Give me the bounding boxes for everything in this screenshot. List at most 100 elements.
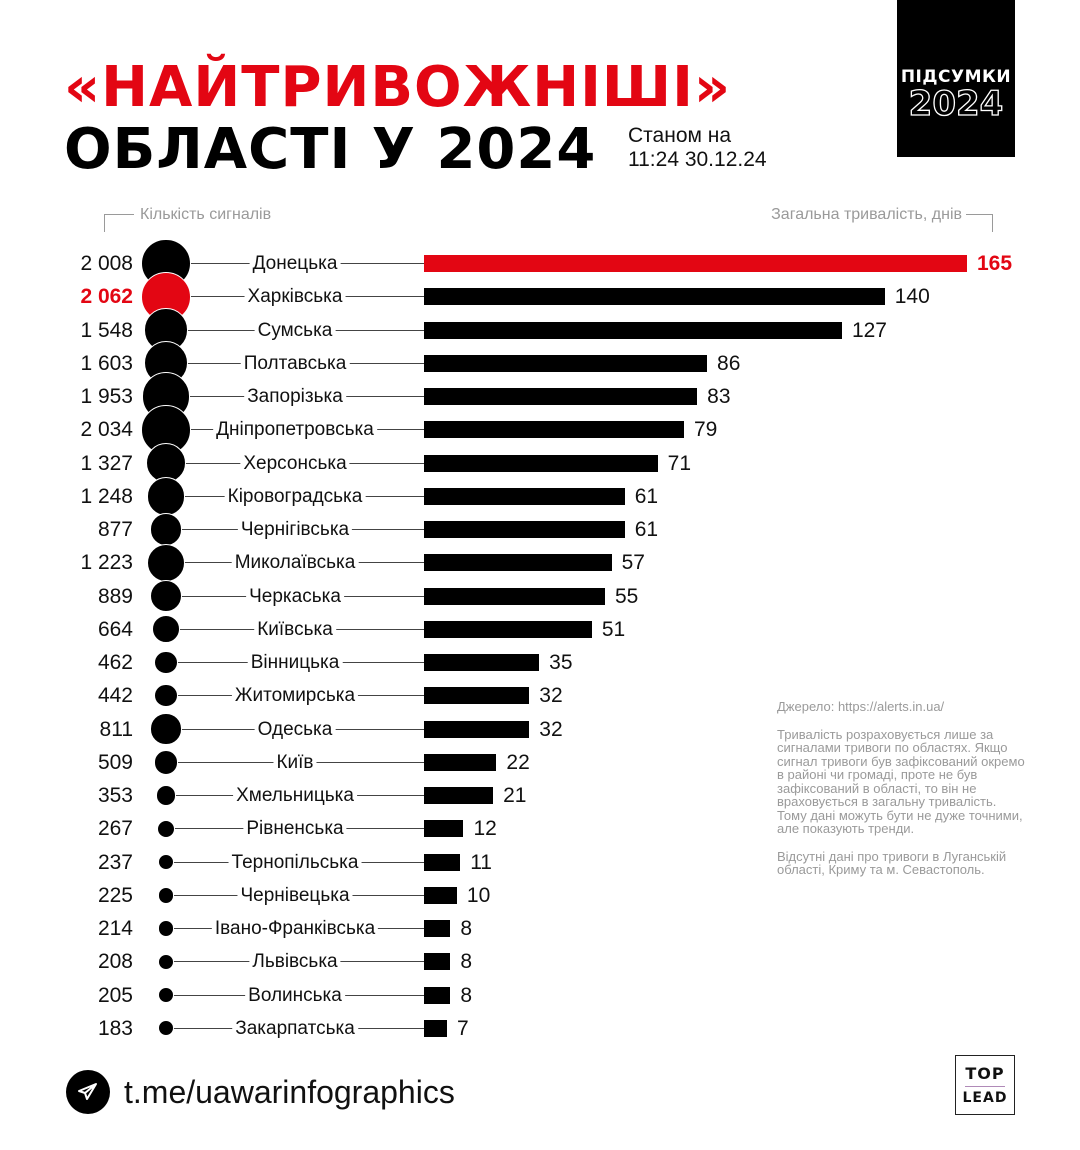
logo-divider bbox=[965, 1085, 1005, 1087]
region-name: Київська bbox=[254, 617, 336, 642]
region-name: Кіровоградська bbox=[224, 484, 366, 509]
region-name: Київ bbox=[273, 750, 317, 775]
signal-bubble bbox=[158, 987, 174, 1003]
signal-count: 664 bbox=[97, 617, 133, 641]
notes-panel: Джерело: https://alerts.in.ua/ Триваліст… bbox=[777, 700, 1027, 891]
signal-count: 1 248 bbox=[80, 484, 133, 508]
summary-badge: ПІДСУМКИ 2024 bbox=[897, 0, 1015, 157]
duration-value: 140 bbox=[894, 285, 930, 309]
signal-bubble bbox=[157, 920, 175, 937]
signal-bubble bbox=[155, 785, 177, 806]
duration-bar bbox=[424, 554, 612, 572]
duration-bar bbox=[424, 354, 708, 372]
logo-bottom-text: LEAD bbox=[962, 1089, 1008, 1106]
chart-row: 811 Одеська 32 bbox=[0, 713, 1080, 746]
missing-data-note: Відсутні дані про тривоги в Луганській о… bbox=[777, 848, 1007, 877]
duration-value: 79 bbox=[693, 418, 718, 442]
duration-value: 35 bbox=[549, 651, 573, 674]
region-name: Полтавська bbox=[240, 351, 350, 376]
region-name: Хмельницька bbox=[233, 784, 357, 808]
region-name: Херсонська bbox=[240, 451, 350, 476]
duration-bar bbox=[424, 654, 540, 671]
signal-count: 462 bbox=[97, 651, 133, 674]
chart-row: 1 248 Кіровоградська 61 bbox=[0, 476, 1080, 516]
signal-bubble bbox=[146, 476, 186, 516]
signal-bubble bbox=[154, 684, 178, 708]
signal-count: 205 bbox=[97, 983, 133, 1007]
duration-value: 7 bbox=[457, 1016, 469, 1040]
region-name: Черкаська bbox=[246, 584, 344, 609]
signal-count: 509 bbox=[97, 750, 133, 774]
region-name: Донецька bbox=[249, 252, 341, 276]
chart-row: 267 Рівненська 12 bbox=[0, 812, 1080, 845]
region-name: Харківська bbox=[244, 285, 346, 310]
as-of-timestamp: 11:24 30.12.24 bbox=[628, 148, 767, 171]
duration-bar bbox=[424, 820, 464, 838]
duration-value: 165 bbox=[977, 252, 1013, 275]
signal-count: 442 bbox=[97, 684, 133, 708]
duration-value: 61 bbox=[634, 484, 659, 508]
duration-bar bbox=[424, 853, 461, 871]
region-name: Миколаївська bbox=[231, 551, 359, 576]
chart-row: 2 034 Дніпропетровська 79 bbox=[0, 404, 1080, 455]
signal-count: 2 034 bbox=[80, 418, 133, 442]
duration-bar bbox=[424, 920, 451, 937]
title-line-1: «НАЙТРИВОЖНІШІ» bbox=[64, 55, 732, 120]
duration-value: 8 bbox=[460, 917, 472, 940]
duration-value: 57 bbox=[621, 551, 645, 575]
duration-bar bbox=[424, 753, 497, 771]
duration-bar bbox=[424, 787, 494, 804]
chart-row: 1 548 Сумська 127 bbox=[0, 308, 1080, 352]
signal-count: 2 062 bbox=[80, 285, 133, 309]
region-name: Рівненська bbox=[243, 817, 347, 842]
duration-value: 21 bbox=[503, 784, 527, 807]
chart-row: 183 Закарпатська 7 bbox=[0, 1012, 1080, 1045]
signal-bubble bbox=[145, 442, 187, 484]
duration-bar bbox=[424, 720, 530, 738]
signal-bubble bbox=[158, 953, 174, 970]
region-name: Львівська bbox=[249, 950, 341, 975]
duration-bar bbox=[424, 421, 684, 439]
duration-value: 32 bbox=[539, 717, 563, 741]
duration-value: 71 bbox=[667, 451, 691, 475]
duration-bar bbox=[424, 288, 885, 306]
chart-row: 205 Волинська 8 bbox=[0, 979, 1080, 1012]
as-of-label: Станом на bbox=[628, 124, 732, 147]
signal-count: 267 bbox=[97, 817, 133, 841]
region-name: Одеська bbox=[254, 717, 336, 742]
duration-value: 22 bbox=[506, 750, 530, 774]
chart-row: 877 Чернігівська 61 bbox=[0, 513, 1080, 546]
signal-count: 1 548 bbox=[80, 318, 133, 342]
duration-value: 86 bbox=[717, 351, 741, 375]
signal-bubble bbox=[157, 853, 175, 871]
telegram-link[interactable]: t.me/uawarinfographics bbox=[124, 1073, 455, 1110]
chart-row: 353 Хмельницька 21 bbox=[0, 779, 1080, 812]
chart-row: 509 Київ 22 bbox=[0, 746, 1080, 779]
duration-bar bbox=[424, 255, 967, 272]
signal-bubble bbox=[146, 543, 186, 582]
signal-bubble bbox=[149, 579, 183, 613]
signal-bubble bbox=[153, 749, 179, 775]
signal-bubble bbox=[154, 650, 178, 675]
chart-rows: 2 008 Донецька 165 2 062 Харківська 140 1 548 С… bbox=[0, 238, 1080, 1045]
chart-row: 889 Черкаська 55 bbox=[0, 579, 1080, 613]
source-note: Джерело: https://alerts.in.ua/ bbox=[777, 699, 945, 714]
duration-bar bbox=[424, 1019, 448, 1037]
region-name: Закарпатська bbox=[232, 1016, 358, 1041]
region-name: Дніпропетровська bbox=[213, 418, 377, 443]
left-axis-label: Кількість сигналів bbox=[140, 206, 272, 223]
right-axis-label: Загальна тривалість, днів bbox=[771, 206, 962, 223]
signal-count: 208 bbox=[97, 950, 133, 974]
region-name: Тернопільська bbox=[228, 850, 362, 875]
chart-row: 462 Вінницька 35 bbox=[0, 646, 1080, 679]
duration-bar bbox=[424, 487, 625, 505]
signal-count: 237 bbox=[97, 850, 133, 874]
signal-bubble bbox=[157, 886, 175, 904]
telegram-icon[interactable] bbox=[66, 1070, 110, 1114]
region-name: Запорізька bbox=[244, 385, 346, 409]
chart-row: 214 Івано-Франківська 8 bbox=[0, 912, 1080, 945]
region-name: Івано-Франківська bbox=[211, 917, 379, 941]
region-name: Сумська bbox=[254, 318, 336, 343]
duration-value: 127 bbox=[851, 318, 887, 342]
signal-count: 1 953 bbox=[80, 385, 133, 408]
